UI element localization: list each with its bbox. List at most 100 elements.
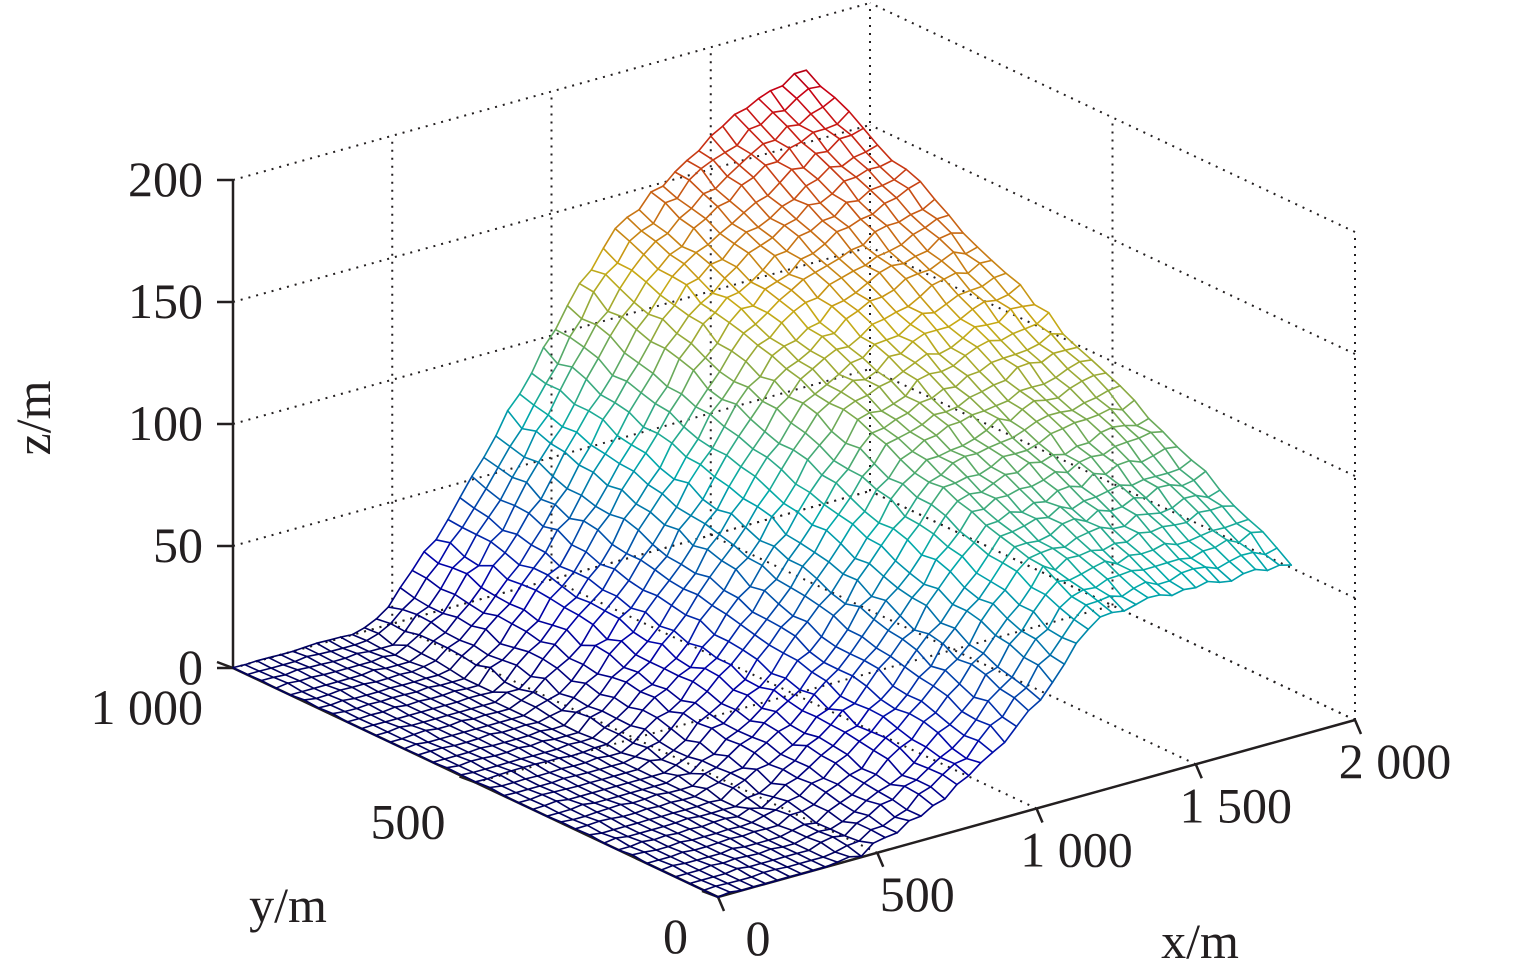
mesh-segment — [539, 785, 555, 793]
mesh-segment — [840, 156, 855, 168]
mesh-segment — [819, 85, 836, 99]
mesh-segment — [976, 346, 993, 364]
mesh-segment — [860, 749, 875, 770]
mesh-segment — [878, 271, 895, 291]
mesh-segment — [767, 763, 784, 771]
mesh-segment — [781, 846, 798, 855]
mesh-segment — [504, 533, 518, 554]
mesh-segment — [969, 289, 986, 303]
mesh-segment — [780, 626, 797, 637]
mesh-segment — [498, 773, 515, 784]
mesh-segment — [718, 675, 735, 691]
mesh-segment — [947, 530, 961, 548]
mesh-segment — [850, 249, 867, 267]
mesh-segment — [954, 482, 971, 495]
mesh-segment — [873, 599, 887, 621]
mesh-segment — [1132, 581, 1147, 590]
mesh-segment — [962, 232, 979, 248]
mesh-segment — [565, 628, 582, 647]
mesh-segment — [477, 666, 492, 687]
mesh-segment — [788, 273, 805, 281]
mesh-segment — [790, 278, 805, 291]
mesh-segment — [609, 315, 624, 337]
mesh-segment — [1135, 596, 1149, 606]
mesh-segment — [856, 708, 870, 727]
mesh-segment — [924, 226, 941, 240]
mesh-segment — [405, 700, 420, 707]
mesh-segment — [681, 851, 698, 861]
mesh-segment — [384, 664, 399, 670]
mesh-segment — [689, 498, 704, 517]
mesh-segment — [926, 237, 941, 252]
mesh-segment — [447, 496, 461, 521]
mesh-segment — [567, 798, 584, 806]
mesh-segment — [1114, 542, 1130, 557]
mesh-segment — [441, 747, 458, 757]
mesh-segment — [718, 533, 735, 546]
mesh-segment — [821, 474, 837, 484]
mesh-segment — [332, 710, 346, 715]
mesh-segment — [1019, 389, 1035, 402]
mesh-segment — [446, 639, 461, 649]
mesh-segment — [296, 668, 313, 679]
mesh-segment — [610, 817, 627, 828]
mesh-segment — [735, 266, 752, 283]
mesh-segment — [793, 842, 810, 852]
mesh-segment — [586, 771, 603, 781]
mesh-segment — [780, 321, 797, 342]
mesh-segment — [676, 197, 693, 210]
mesh-segment — [454, 593, 471, 605]
mesh-segment — [710, 727, 727, 741]
mesh-segment — [913, 629, 930, 635]
mesh-segment — [916, 373, 931, 381]
mesh-segment — [582, 505, 597, 522]
mesh-segment — [767, 839, 784, 848]
mesh-segment — [647, 483, 664, 495]
mesh-segment — [692, 522, 706, 547]
mesh-segment — [811, 357, 826, 370]
mesh-segment — [797, 230, 812, 238]
mesh-segment — [1097, 509, 1111, 512]
mesh-segment — [1157, 483, 1171, 489]
mesh-segment — [729, 889, 743, 893]
mesh-segment — [496, 708, 511, 714]
mesh-segment — [315, 642, 332, 653]
mesh-segment — [692, 217, 707, 229]
x-tick-label: 500 — [880, 866, 955, 922]
mesh-segment — [829, 828, 846, 837]
mesh-segment — [771, 354, 788, 370]
mesh-segment — [472, 718, 489, 727]
mesh-segment — [826, 257, 840, 267]
mesh-segment — [599, 693, 616, 699]
mesh-segment — [466, 572, 483, 589]
mesh-segment — [1104, 560, 1121, 577]
mesh-segment — [790, 402, 804, 424]
mesh-segment — [1004, 379, 1021, 392]
mesh-segment — [343, 707, 358, 713]
mesh-segment — [715, 755, 730, 769]
mesh-segment — [879, 159, 893, 168]
mesh-segment — [661, 629, 675, 645]
mesh-segment — [632, 452, 647, 473]
mesh-segment — [961, 541, 975, 558]
mesh-segment — [675, 642, 690, 660]
mesh-segment — [1078, 360, 1095, 377]
mesh-segment — [744, 526, 761, 542]
mesh-segment — [1095, 490, 1109, 498]
mesh-segment — [791, 829, 808, 838]
mesh-segment — [1042, 479, 1059, 492]
mesh-segment — [522, 763, 537, 769]
mesh-segment — [604, 609, 621, 620]
mesh-segment — [1135, 424, 1152, 434]
mesh-segment — [687, 302, 702, 317]
mesh-segment — [423, 550, 440, 565]
mesh-segment — [822, 106, 839, 125]
mesh-segment — [572, 815, 586, 821]
mesh-segment — [1233, 505, 1250, 521]
mesh-segment — [793, 72, 810, 90]
mesh-segment — [477, 540, 492, 567]
mesh-segment — [966, 473, 980, 478]
mesh-segment — [997, 321, 1014, 335]
mesh-segment — [626, 208, 640, 219]
mesh-segment — [671, 426, 685, 444]
